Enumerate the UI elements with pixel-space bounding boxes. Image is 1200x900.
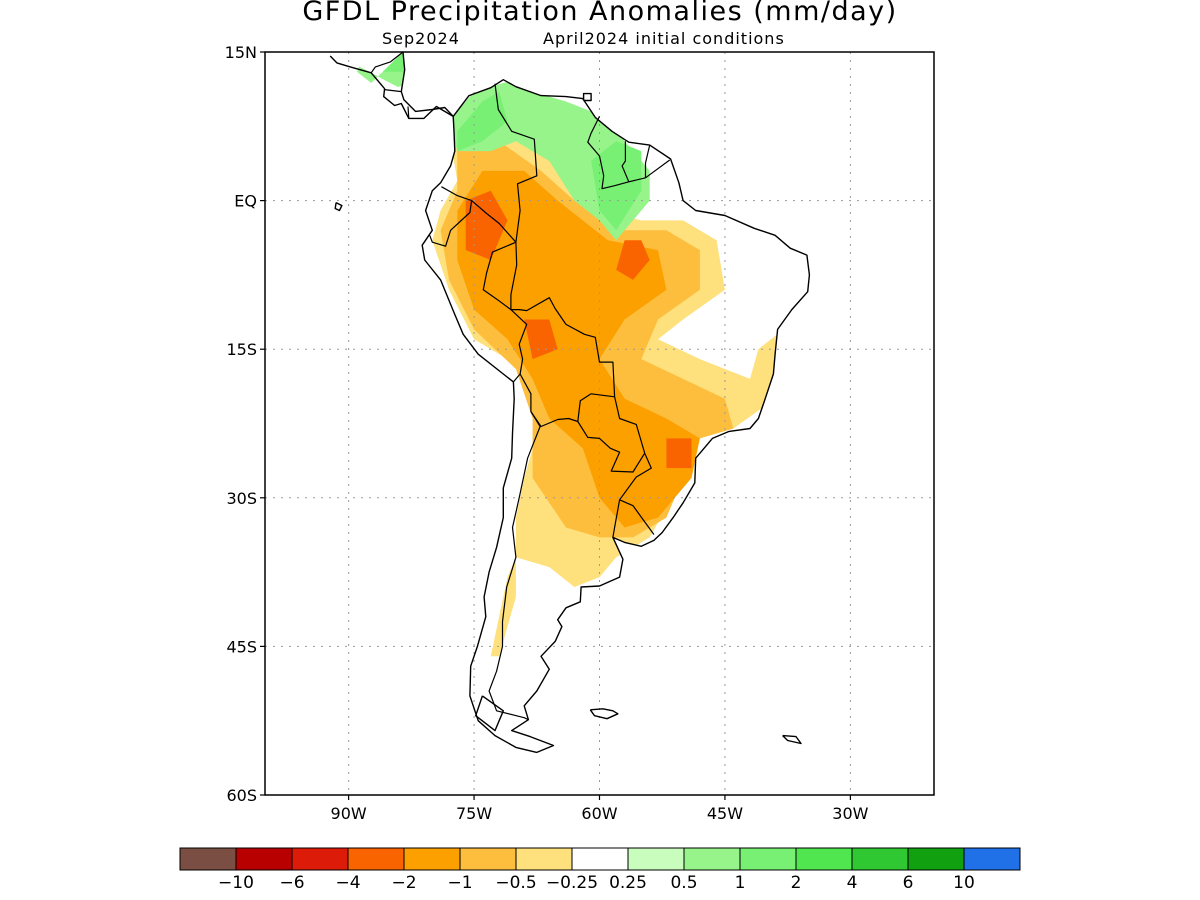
- country-border: [384, 89, 402, 93]
- coastline: [400, 52, 454, 117]
- country-border: [494, 83, 538, 243]
- longitude-tick-label: 45W: [707, 804, 743, 823]
- colorbar-label: 1: [735, 873, 746, 893]
- colorbar-label: −1: [447, 873, 472, 893]
- latitude-tick-label: 15S: [226, 340, 257, 359]
- colorbar-swatch: [235, 847, 293, 871]
- colorbar-swatch: [459, 847, 517, 871]
- colorbar-label: 4: [847, 873, 858, 893]
- colorbar-label: 2: [791, 873, 802, 893]
- anomaly-region: [524, 319, 558, 360]
- coastline: [334, 201, 343, 212]
- longitude-tick-label: 30W: [832, 804, 868, 823]
- country-border: [471, 200, 528, 383]
- colorbar-swatch: [515, 847, 573, 871]
- colorbar-label: −0.5: [495, 873, 536, 893]
- country-border: [587, 116, 601, 157]
- country-border: [510, 242, 655, 535]
- colorbar-label: 6: [903, 873, 914, 893]
- colorbar-swatch: [291, 847, 349, 871]
- coastline: [329, 55, 454, 120]
- colorbar-label: −2: [391, 873, 416, 893]
- colorbar-label: 0.5: [670, 873, 697, 893]
- coastline: [421, 78, 811, 754]
- colorbar-label: −4: [335, 873, 360, 893]
- colorbar-swatch: [683, 847, 741, 871]
- longitude-tick-label: 90W: [331, 804, 367, 823]
- colorbar-swatch: [851, 847, 909, 871]
- longitude-tick-label: 75W: [456, 804, 492, 823]
- axis-ticks: 15N EQ 15S 30S 45S 60S 90W 75W 60W 45W 30W: [225, 43, 869, 823]
- colorbar-swatch: [907, 847, 965, 871]
- anomaly-region: [465, 190, 508, 260]
- colorbar-label: −6: [279, 873, 304, 893]
- coastline: [589, 708, 619, 720]
- country-border: [407, 106, 410, 119]
- country-borders: [370, 52, 671, 721]
- colorbar-swatch: [347, 847, 405, 871]
- longitude-tick-label: 60W: [581, 804, 617, 823]
- colorbar-swatch: [739, 847, 797, 871]
- coastline: [782, 734, 802, 745]
- colorbar-swatch: [963, 847, 1021, 871]
- latitude-tick-label: EQ: [234, 192, 257, 211]
- country-border: [577, 393, 615, 422]
- colorbar-swatch: [571, 847, 629, 871]
- anomaly-region: [457, 91, 508, 152]
- coastline: [475, 695, 504, 732]
- anomaly-region: [666, 438, 692, 469]
- initial-conditions-label: April2024 initial conditions: [543, 29, 785, 48]
- colorbar-swatch: [627, 847, 685, 871]
- colorbar-swatch: [179, 847, 237, 871]
- forecast-month-label: Sep2024: [382, 29, 460, 48]
- anomaly-region: [616, 240, 650, 280]
- colorbar-label: −0.25: [546, 873, 598, 893]
- colorbar-swatch: [795, 847, 853, 871]
- colorbar-label: 10: [953, 873, 975, 893]
- country-border: [370, 52, 404, 74]
- map-title: GFDL Precipitation Anomalies (mm/day): [302, 0, 898, 27]
- country-border: [621, 141, 630, 183]
- anomaly-shading: [357, 52, 784, 657]
- coastline: [582, 92, 592, 102]
- latitude-tick-label: 30S: [226, 489, 257, 508]
- colorbar-label: 0.25: [609, 873, 647, 893]
- latitude-tick-label: 60S: [226, 786, 257, 805]
- latitude-tick-label: 15N: [225, 43, 257, 62]
- country-border: [612, 499, 621, 538]
- colorbar-swatch: [403, 847, 461, 871]
- latitude-tick-label: 45S: [226, 637, 257, 656]
- colorbar-label: −10: [218, 873, 254, 893]
- coastlines: [329, 52, 811, 754]
- country-border: [429, 186, 473, 247]
- country-border: [488, 411, 541, 721]
- country-border: [644, 144, 651, 178]
- colorbar: −10 −6 −4 −2 −1 −0.5 −0.25 0.25 0.5 1 2 4 6 10: [179, 847, 1021, 893]
